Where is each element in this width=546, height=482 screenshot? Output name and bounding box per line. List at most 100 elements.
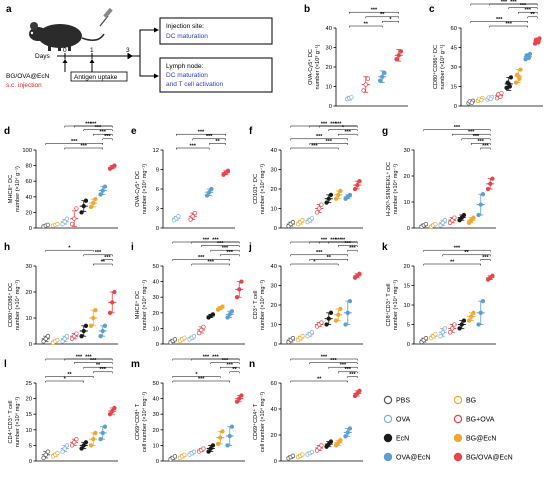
data-point: [74, 206, 79, 211]
y-tick-label: 3: [156, 207, 159, 213]
data-point: [100, 430, 105, 436]
data-point: [91, 200, 96, 206]
data-point: [107, 412, 113, 417]
y-tick-label: 40: [271, 148, 277, 154]
data-point: [349, 95, 354, 100]
sig-label: ***: [104, 134, 111, 140]
data-point: [69, 443, 75, 448]
sig-label: ***: [227, 250, 234, 256]
sig-label: ***: [335, 237, 342, 243]
sig-label: ***: [81, 143, 88, 149]
data-point: [513, 80, 519, 85]
panel-label-c: c: [429, 4, 435, 15]
data-point: [336, 312, 341, 317]
legend-label: OVA: [396, 417, 411, 424]
data-point: [209, 186, 214, 192]
y-tick-label: 15: [26, 412, 32, 418]
sig-label: ***: [100, 130, 107, 136]
data-point: [201, 446, 206, 451]
y-axis-label: CD103⁺ DC: [252, 174, 259, 204]
panel-label-d: d: [4, 126, 10, 137]
data-point: [172, 454, 178, 459]
sig-label: ***: [326, 139, 333, 145]
data-point: [333, 318, 339, 323]
panel-i: i MHCII⁺ DC number (×10⁴ mg⁻¹) 0 10 20 30 40 50 *…: [131, 237, 245, 348]
data-point: [72, 216, 77, 221]
y-tick-label: 20: [153, 311, 159, 317]
sig-label: ***: [349, 246, 356, 252]
data-point: [79, 334, 84, 339]
sig-label: ***: [454, 246, 461, 252]
data-point: [229, 424, 235, 429]
sig-label: ***: [349, 372, 356, 378]
sig-label: ***: [198, 376, 205, 382]
data-point: [220, 429, 225, 434]
sig-label: ***: [321, 354, 328, 360]
legend-label: EcN: [396, 436, 409, 443]
y-axis-label: number (×10⁴ mg⁻¹): [141, 280, 148, 330]
data-point: [469, 100, 474, 105]
sig-label: ***: [212, 354, 219, 360]
y-axis-label: number (×10⁴ g⁻¹): [14, 166, 21, 212]
data-point: [357, 388, 362, 393]
data-point: [433, 332, 438, 337]
y-axis-label: number (×10⁴ mg⁻¹): [141, 164, 148, 214]
y-tick-label: 10: [153, 443, 159, 449]
sig-label: ***: [222, 246, 229, 252]
data-point: [290, 335, 296, 341]
data-point: [237, 396, 242, 401]
data-point: [300, 334, 305, 339]
legend-marker: [453, 433, 463, 443]
sig-label: ***: [468, 130, 475, 136]
y-tick-label: 40: [326, 26, 332, 32]
y-tick-label: 10: [404, 303, 410, 309]
data-point: [93, 196, 98, 202]
legend-label: PBS: [396, 398, 410, 405]
data-point: [210, 312, 216, 317]
data-point: [488, 96, 493, 101]
data-point: [452, 322, 457, 327]
sig-label: ***: [190, 143, 197, 149]
data-point: [457, 326, 462, 331]
data-point: [215, 441, 221, 446]
data-point: [517, 76, 522, 81]
data-point: [102, 184, 108, 189]
data-point: [188, 217, 193, 222]
panel-label-g: g: [382, 126, 388, 137]
data-point: [347, 298, 353, 304]
y-tick-label: 40: [153, 397, 159, 403]
y-tick-label: 5: [29, 443, 32, 449]
sig-label: ***: [335, 121, 342, 127]
sig-label: ***: [510, 0, 517, 5]
sig-label: ***: [222, 358, 229, 364]
sig-label: ***: [76, 354, 83, 360]
sig-label: ***: [198, 255, 205, 261]
y-tick-label: 60: [26, 179, 32, 185]
sig-label: ***: [104, 255, 111, 261]
data-point: [377, 78, 383, 83]
legend-marker: [383, 414, 393, 424]
branch-arrowhead: [154, 73, 159, 79]
data-point: [461, 318, 467, 323]
legend-marker: [383, 395, 393, 405]
data-point: [112, 405, 117, 411]
legend-marker: [383, 452, 393, 462]
data-point: [112, 289, 117, 295]
data-point: [227, 433, 232, 439]
data-point: [112, 163, 117, 168]
data-point: [191, 334, 197, 339]
data-point: [394, 57, 399, 62]
y-tick-label: 20: [404, 264, 410, 270]
injection-site-detail: DC maturation: [166, 33, 208, 40]
y-axis-label: number (×10⁴ mg⁻¹): [392, 164, 399, 214]
data-point: [442, 218, 448, 223]
sig-label: ***: [85, 354, 92, 360]
data-point: [204, 193, 210, 198]
data-point: [526, 55, 531, 61]
sig-label: ***: [478, 139, 485, 145]
y-tick-label: 100: [22, 148, 32, 154]
data-point: [102, 424, 108, 429]
y-axis-label: CD3⁺ T cell: [252, 291, 259, 320]
mouse-icon: [29, 22, 105, 51]
data-point: [98, 192, 103, 197]
